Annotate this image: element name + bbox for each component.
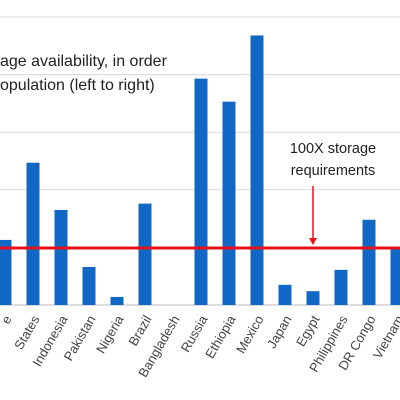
bar (390, 247, 400, 305)
bar (194, 78, 208, 305)
chart-title: age availability, in order (0, 53, 168, 70)
bar (250, 35, 264, 305)
bar (306, 291, 320, 305)
bar (138, 203, 152, 305)
bar (82, 266, 96, 305)
bar (362, 219, 376, 305)
bar (110, 296, 124, 305)
annotation: 100X storage (290, 141, 376, 157)
annotation-arrowhead (309, 237, 317, 245)
annotation: requirements (291, 163, 376, 179)
chart-title: opulation (left to right) (0, 77, 155, 94)
bar (26, 162, 40, 305)
bar (222, 101, 236, 305)
bar (334, 269, 348, 305)
bar (0, 239, 12, 305)
bar (54, 209, 68, 305)
bar (278, 284, 292, 305)
